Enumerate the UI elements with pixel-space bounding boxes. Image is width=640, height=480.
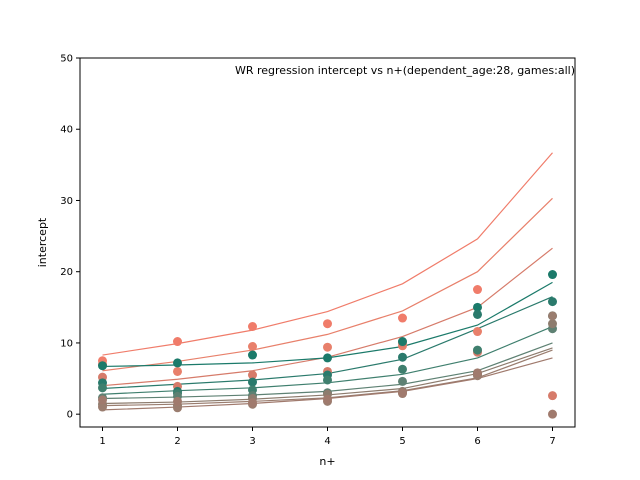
- data-point-s8-x7: [548, 319, 557, 329]
- data-point-s3-x7: [548, 391, 557, 401]
- data-point-s1-x4: [323, 319, 332, 329]
- y-tick-label-30: 30: [60, 196, 73, 207]
- data-point-s1-x3: [248, 322, 257, 332]
- plot-area: [98, 152, 557, 419]
- data-point-s10-x4: [323, 394, 332, 404]
- data-point-s2-x2: [173, 366, 182, 376]
- data-point-s10-x5: [398, 388, 407, 398]
- data-point-s2-x3: [248, 342, 257, 351]
- x-tick-label-1: 1: [99, 436, 105, 447]
- x-tick-label-7: 7: [549, 436, 555, 447]
- data-point-s5-x5: [398, 352, 407, 362]
- data-point-s9-x2: [173, 403, 182, 413]
- data-point-s10-x3: [248, 398, 257, 408]
- data-point-s2-x4: [323, 342, 332, 352]
- chart-title: WR regression intercept vs n+(dependent_…: [235, 64, 575, 77]
- x-tick-label-2: 2: [174, 436, 180, 447]
- data-point-s4-x7: [548, 270, 557, 280]
- data-point-s1-x2: [173, 337, 182, 347]
- data-point-s3-x3: [248, 370, 257, 380]
- x-tick-label-5: 5: [399, 436, 405, 447]
- x-axis-label: n+: [319, 455, 335, 468]
- y-tick-label-20: 20: [60, 267, 73, 278]
- data-point-s6-x1: [98, 383, 107, 393]
- data-point-s10-x7: [548, 409, 557, 419]
- data-point-s7-x5: [398, 376, 407, 386]
- data-point-s9-x1: [98, 402, 107, 412]
- data-point-s1-x6: [473, 285, 482, 295]
- data-point-s5-x3: [248, 377, 257, 387]
- data-point-s4-x1: [98, 361, 107, 371]
- data-point-s5-x6: [473, 309, 482, 319]
- data-point-s6-x5: [398, 364, 407, 374]
- data-point-s4-x2: [173, 358, 182, 368]
- data-point-s6-x4: [323, 375, 332, 385]
- y-tick-label-10: 10: [60, 338, 73, 349]
- y-tick-label-50: 50: [60, 54, 73, 65]
- data-point-s10-x6: [473, 368, 482, 378]
- data-point-s10-x1: [98, 395, 107, 405]
- y-tick-label-40: 40: [60, 125, 73, 136]
- axes: 1 2 3 4 5 6 7 0 10 20 30 40 50: [60, 54, 555, 448]
- data-point-s4-x3: [248, 350, 257, 360]
- data-point-s5-x7: [548, 297, 557, 307]
- data-point-s6-x6: [473, 345, 482, 355]
- data-point-s4-x5: [398, 337, 407, 347]
- data-point-s10-x2: [173, 396, 182, 406]
- data-point-s4-x6: [473, 302, 482, 312]
- y-tick-label-0: 0: [67, 410, 73, 421]
- y-axis-label: intercept: [36, 217, 49, 267]
- data-point-s9-x7: [548, 311, 557, 321]
- x-tick-label-6: 6: [474, 436, 480, 447]
- x-tick-label-4: 4: [324, 436, 330, 447]
- data-point-s4-x4: [323, 353, 332, 363]
- x-tick-label-3: 3: [249, 436, 255, 447]
- data-point-s2-x6: [473, 327, 482, 337]
- data-point-s1-x5: [398, 313, 407, 323]
